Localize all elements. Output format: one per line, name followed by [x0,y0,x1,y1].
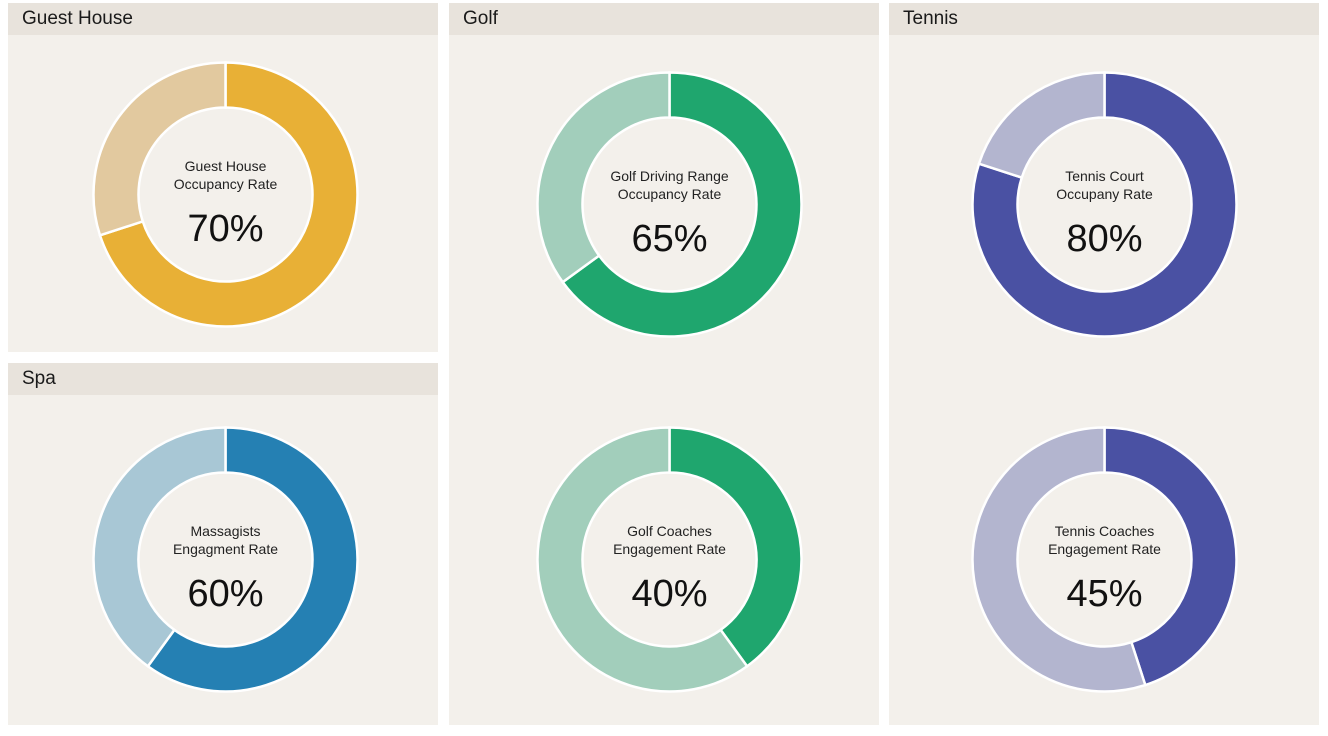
tennis-court-occupancy-donut: Tennis Court Occupany Rate 80% [971,71,1238,338]
massagists-engagement-donut: Massagists Engagment Rate 60% [92,426,359,693]
tennis-panel: Tennis [889,3,1319,725]
remainder-segment [92,426,227,669]
value-segment [146,426,359,693]
donut-value-label: 70% [187,208,263,250]
spa-panel-title: Spa [22,368,56,389]
value-segment [668,426,803,669]
remainder-segment [536,426,749,693]
donut-label-line: Guest House [185,158,267,174]
donut-value-label: 40% [631,573,707,615]
donut-label-line: Golf Driving Range [610,168,728,184]
golf-driving-range-occupancy-donut: Golf Driving Range Occupancy Rate 65% [536,71,803,338]
donut-label-line: Engagement Rate [613,541,726,557]
value-segment [971,71,1238,338]
donut-value-label: 65% [631,218,707,260]
donut-label-line: Tennis Court [1065,168,1144,184]
remainder-segment [536,71,671,284]
value-segment [98,61,359,328]
remainder-segment [977,71,1106,180]
guest-house-panel-header: Guest House [8,3,438,35]
donut-label-line: Engagment Rate [173,541,278,557]
donut-label-line: Occupancy Rate [618,186,722,202]
tennis-panel-title: Tennis [903,8,958,29]
guest-house-panel-title: Guest House [22,8,133,29]
donut-value-label: 45% [1066,573,1142,615]
spa-panel-header: Spa [8,363,438,395]
spa-panel: Spa [8,363,438,725]
value-segment [1103,426,1238,687]
donut-value-label: 80% [1066,218,1142,260]
golf-panel: Golf [449,3,879,725]
remainder-segment [92,61,227,237]
golf-panel-header: Golf [449,3,879,35]
donut-label-line: Golf Coaches [627,523,712,539]
golf-coaches-engagement-donut: Golf Coaches Engagement Rate 40% [536,426,803,693]
donut-value-label: 60% [187,573,263,615]
donut-label-line: Tennis Coaches [1055,523,1155,539]
value-segment [560,71,803,338]
donut-label-line: Engagement Rate [1048,541,1161,557]
donut-label-line: Occupany Rate [1056,186,1153,202]
tennis-panel-header: Tennis [889,3,1319,35]
golf-panel-title: Golf [463,8,498,29]
guest-house-occupancy-donut: Guest House Occupancy Rate 70% [92,61,359,328]
remainder-segment [971,426,1147,693]
tennis-coaches-engagement-donut: Tennis Coaches Engagement Rate 45% [971,426,1238,693]
donut-label-line: Occupancy Rate [174,176,278,192]
donut-label-line: Massagists [190,523,260,539]
